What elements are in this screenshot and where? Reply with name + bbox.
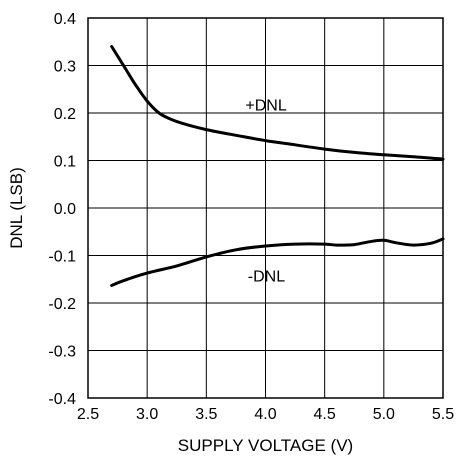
x-tick-label: 5.0 xyxy=(373,406,395,423)
y-axis-title: DNL (LSB) xyxy=(7,167,26,249)
x-axis-title: SUPPLY VOLTAGE (V) xyxy=(178,436,353,455)
y-tick-label: 0.3 xyxy=(54,59,76,76)
x-tick-label: 2.5 xyxy=(77,406,99,423)
y-tick-label: 0.0 xyxy=(54,201,76,218)
y-tick-label: -0.4 xyxy=(48,391,76,408)
grid-lines xyxy=(87,17,444,399)
series-label-minus-dnl: -DNL xyxy=(248,269,285,286)
y-tick-label: 0.1 xyxy=(54,154,76,171)
y-tick-label: 0.4 xyxy=(54,11,76,28)
y-tick-label: -0.1 xyxy=(48,249,76,266)
plot-frame xyxy=(87,17,444,399)
series-line-plus-dnl xyxy=(110,45,445,161)
x-tick-label: 3.5 xyxy=(195,406,217,423)
y-tick-label: -0.3 xyxy=(48,344,76,361)
tick-labels: 2.5 3.0 3.5 4.0 4.5 5.0 5.5 0.4 0.3 0.2 0.1 0.0 -0.1… xyxy=(48,11,454,423)
x-tick-label: 5.5 xyxy=(432,406,454,423)
y-tick-label: 0.2 xyxy=(54,106,76,123)
y-tick-label: -0.2 xyxy=(48,296,76,313)
series-line-minus-dnl xyxy=(110,237,445,287)
series-label-plus-dnl: +DNL xyxy=(245,98,286,115)
x-tick-label: 4.0 xyxy=(254,406,276,423)
series-layer xyxy=(110,45,445,287)
x-tick-label: 4.5 xyxy=(314,406,336,423)
x-tick-label: 3.0 xyxy=(136,406,158,423)
